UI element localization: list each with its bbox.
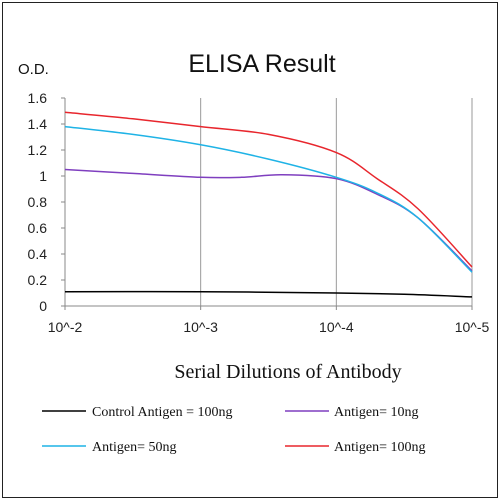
x-tick-label: 10^-4	[319, 319, 354, 335]
y-tick-label: 1	[39, 168, 47, 184]
legend-label: Control Antigen = 100ng	[92, 405, 233, 420]
legend-label: Antigen= 100ng	[334, 440, 426, 455]
legend-label: Antigen= 10ng	[334, 405, 419, 420]
y-tick-label: 0.8	[28, 194, 48, 210]
y-tick-label: 0.2	[28, 272, 48, 288]
y-axis-label: O.D.	[18, 61, 49, 78]
plot-area: 0 0.2 0.4 0.6 0.8 1 1.2 1.4 1.6 10^-2 10^-3 10^-4 10…	[28, 90, 490, 335]
x-axis-label: Serial Dilutions of Antibody	[174, 361, 401, 383]
chart-title: ELISA Result	[188, 50, 335, 78]
y-tick-label: 0.4	[28, 246, 48, 262]
y-tick-label: 0	[39, 298, 47, 314]
y-tick-label: 1.6	[28, 90, 48, 106]
y-tick-label: 0.6	[28, 220, 48, 236]
legend: Control Antigen = 100ng Antigen= 10ng Anti…	[42, 405, 426, 455]
series-line	[64, 111, 473, 268]
legend-label: Antigen= 50ng	[92, 440, 177, 455]
x-tick-label: 10^-2	[48, 319, 83, 335]
series-line	[64, 125, 473, 273]
x-tick-label: 10^-3	[183, 319, 218, 335]
y-tick-label: 1.2	[28, 142, 48, 158]
series-line	[64, 290, 473, 298]
y-tick-label: 1.4	[28, 116, 48, 132]
x-tick-label: 10^-5	[455, 319, 490, 335]
series-line	[64, 168, 473, 272]
